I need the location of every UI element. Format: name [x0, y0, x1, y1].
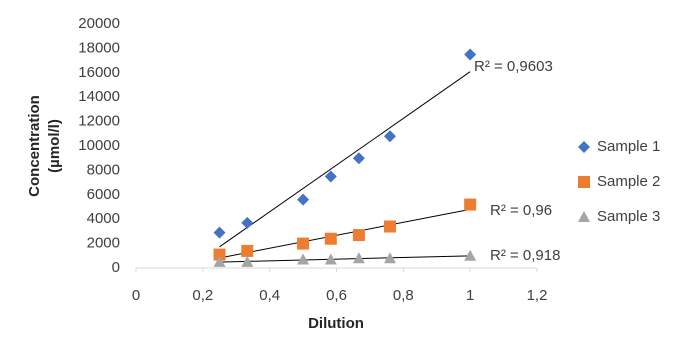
legend-marker [578, 176, 590, 188]
y-tick-label: 12000 [78, 113, 120, 130]
x-tick-label: 0,6 [326, 287, 347, 304]
point [213, 255, 226, 267]
point [241, 244, 254, 257]
point [464, 48, 477, 61]
y-tick-label: 10000 [78, 137, 120, 154]
x-tick-label: 0,4 [259, 287, 280, 304]
legend-marker [578, 211, 590, 222]
y-axis-title-line: (µmol/l) [46, 119, 63, 173]
point [383, 252, 396, 264]
point [352, 152, 365, 165]
point [383, 130, 396, 143]
y-tick-label: 0 [112, 259, 120, 276]
point [297, 253, 310, 265]
point [213, 248, 226, 261]
point [352, 229, 365, 242]
x-tick-label: 0,2 [192, 287, 213, 304]
x-axis-title: Dilution [308, 315, 364, 332]
y-axis-title: Concentration (µmol/l) [26, 95, 63, 197]
point [324, 253, 337, 265]
legend-marker [578, 141, 590, 153]
y-tick-label: 8000 [87, 161, 120, 178]
point [383, 220, 396, 233]
annotation: R² = 0,918 [490, 247, 560, 264]
annotation: R² = 0,96 [490, 202, 552, 219]
y-tick-label: 6000 [87, 186, 120, 203]
point [241, 216, 254, 229]
trendline [219, 208, 471, 259]
point [464, 249, 477, 261]
y-tick-label: 4000 [87, 210, 120, 227]
point [213, 226, 226, 239]
y-tick-label: 16000 [78, 64, 120, 81]
legend-label: Sample 3 [597, 208, 660, 225]
y-tick-label: 18000 [78, 39, 120, 56]
trendline [219, 255, 471, 263]
y-axis-title-line: Concentration [26, 95, 43, 197]
x-tick-label: 0 [132, 287, 140, 304]
point [297, 193, 310, 206]
x-tick-label: 1,2 [527, 287, 548, 304]
point [241, 255, 254, 267]
legend-label: Sample 1 [597, 138, 660, 155]
annotation: R² = 0,9603 [474, 58, 553, 75]
y-tick-label: 20000 [78, 15, 120, 32]
point [352, 252, 365, 264]
point [464, 198, 477, 211]
point [324, 232, 337, 245]
legend-label: Sample 2 [597, 173, 660, 190]
y-tick-label: 2000 [87, 235, 120, 252]
point [324, 170, 337, 183]
x-tick-label: 0,8 [393, 287, 414, 304]
x-tick-label: 1 [466, 287, 474, 304]
y-tick-label: 14000 [78, 88, 120, 105]
trendline [219, 71, 471, 248]
point [297, 237, 310, 250]
